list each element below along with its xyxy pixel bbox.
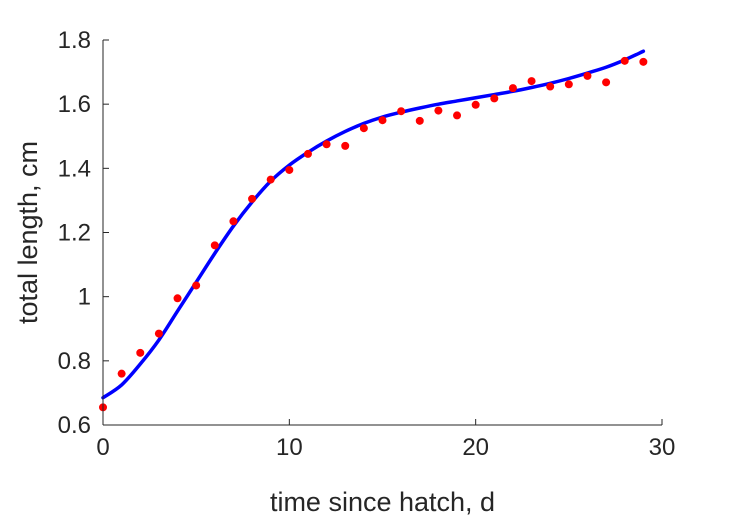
data-point bbox=[303, 149, 312, 158]
x-tick-label: 20 bbox=[462, 434, 489, 461]
data-point bbox=[508, 84, 517, 93]
data-point bbox=[583, 71, 592, 80]
fit-curve bbox=[101, 49, 646, 400]
data-point bbox=[639, 57, 648, 66]
y-axis-title: total length, cm bbox=[13, 141, 43, 324]
data-point bbox=[490, 94, 499, 103]
y-tick-label: 1.6 bbox=[58, 91, 91, 118]
data-point bbox=[173, 294, 182, 303]
x-tick-label: 0 bbox=[96, 434, 109, 461]
data-point bbox=[397, 107, 406, 116]
data-point bbox=[192, 281, 201, 290]
data-point bbox=[564, 80, 573, 89]
data-point bbox=[210, 241, 219, 250]
data-point bbox=[229, 217, 238, 226]
data-point bbox=[117, 369, 126, 378]
x-axis-title: time since hatch, d bbox=[270, 487, 495, 517]
data-point bbox=[136, 348, 145, 357]
data-point bbox=[471, 100, 480, 109]
y-tick-label: 1.2 bbox=[58, 220, 91, 247]
data-point bbox=[620, 56, 629, 65]
x-ticks: 0 10 20 30 bbox=[96, 419, 675, 461]
data-point bbox=[266, 175, 275, 184]
data-point bbox=[453, 111, 462, 120]
data-point bbox=[415, 116, 424, 125]
data-point bbox=[359, 124, 368, 133]
y-ticks: 0.6 0.8 1 1.2 1.4 1.6 1.8 bbox=[58, 27, 109, 439]
data-point bbox=[154, 329, 163, 338]
data-point bbox=[546, 82, 555, 91]
y-tick-label: 1 bbox=[78, 284, 91, 311]
x-tick-label: 10 bbox=[276, 434, 303, 461]
y-tick-label: 0.6 bbox=[58, 412, 91, 439]
y-tick-label: 1.8 bbox=[58, 27, 91, 54]
y-tick-label: 0.8 bbox=[58, 348, 91, 375]
data-layer bbox=[99, 49, 648, 412]
data-point bbox=[248, 194, 257, 203]
data-point bbox=[527, 77, 536, 86]
data-point bbox=[378, 116, 387, 125]
axes: 0 10 20 30 0.6 0.8 1 1.2 1.4 1.6 1.8 bbox=[58, 27, 676, 461]
x-tick-label: 30 bbox=[649, 434, 676, 461]
data-point bbox=[285, 165, 294, 174]
data-point bbox=[341, 141, 350, 150]
y-tick-label: 1.4 bbox=[58, 155, 91, 182]
data-point bbox=[434, 106, 443, 115]
data-point bbox=[322, 140, 331, 149]
data-point bbox=[602, 78, 611, 87]
